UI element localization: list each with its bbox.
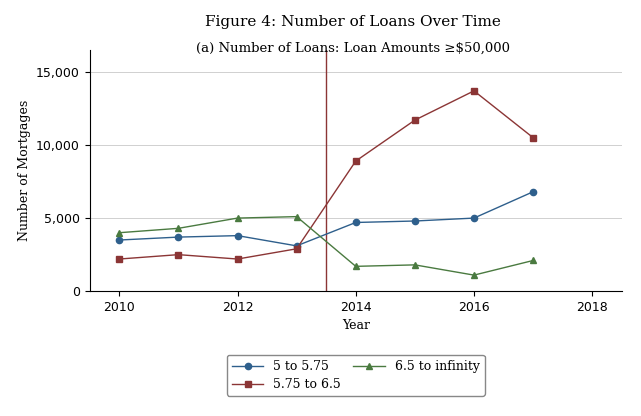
Text: Figure 4: Number of Loans Over Time: Figure 4: Number of Loans Over Time [204,15,501,29]
Legend: 5 to 5.75, 5.75 to 6.5, 6.5 to infinity, : 5 to 5.75, 5.75 to 6.5, 6.5 to infinity, [227,355,485,396]
Text: (a) Number of Loans: Loan Amounts ≥$50,000: (a) Number of Loans: Loan Amounts ≥$50,0… [196,42,510,54]
Y-axis label: Number of Mortgages: Number of Mortgages [17,100,31,241]
X-axis label: Year: Year [342,319,370,332]
